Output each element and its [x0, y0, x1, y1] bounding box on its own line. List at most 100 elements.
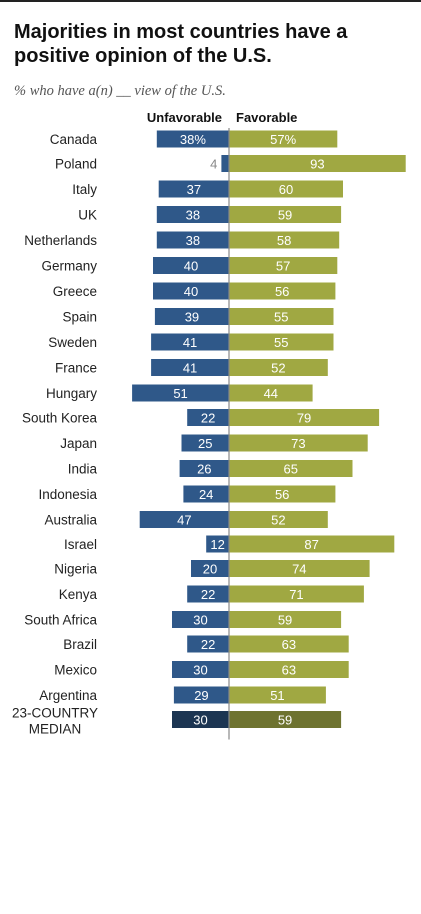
category-label: Sweden [48, 335, 97, 350]
value-label-unfavorable: 41 [183, 335, 197, 350]
bar-favorable [229, 359, 328, 376]
bar-favorable [229, 585, 364, 603]
category-label: South Korea [22, 411, 98, 426]
bar-row: France 41 52 [55, 359, 328, 376]
bar-unfavorable [156, 231, 229, 249]
category-label: South Africa [24, 613, 97, 628]
bar-unfavorable [179, 460, 229, 477]
bar-unfavorable [181, 434, 229, 452]
value-label-unfavorable: 22 [201, 411, 215, 426]
bar-unfavorable [206, 535, 229, 553]
category-label: Mexico [54, 663, 97, 678]
category-label: Hungary [46, 386, 97, 401]
bar-row: Poland 4 93 [55, 155, 406, 172]
bar-favorable [229, 130, 338, 148]
value-label-unfavorable: 24 [199, 487, 213, 502]
bar-unfavorable [153, 282, 229, 300]
value-label-favorable: 52 [271, 513, 285, 528]
value-label-favorable: 93 [310, 157, 324, 172]
bar-favorable [229, 434, 368, 452]
bar-favorable [229, 686, 326, 704]
category-label: Greece [53, 284, 97, 299]
value-label-unfavorable: 37 [187, 182, 201, 197]
bar-unfavorable [153, 257, 229, 274]
bar-favorable [229, 308, 334, 325]
bar-unfavorable [151, 359, 229, 376]
bar-unfavorable [158, 180, 229, 198]
bar-favorable [229, 257, 338, 274]
category-label: Netherlands [24, 233, 97, 248]
category-label: Japan [60, 436, 97, 451]
bar-unfavorable [187, 409, 229, 426]
bar-unfavorable [187, 585, 229, 603]
bar-unfavorable [191, 560, 229, 577]
bar-favorable [229, 231, 340, 249]
category-label: Argentina [39, 688, 97, 703]
bar-row: Spain 39 55 [62, 308, 334, 325]
value-label-unfavorable: 30 [193, 663, 207, 678]
category-label: Canada [50, 132, 98, 147]
bar-unfavorable [132, 384, 229, 402]
value-label-favorable: 63 [282, 663, 296, 678]
chart-subtitle: % who have a(n) __ view of the U.S. [14, 83, 226, 99]
category-label: UK [78, 208, 97, 223]
value-label-unfavorable: 30 [193, 613, 207, 628]
category-label: Germany [41, 259, 97, 274]
value-label-favorable: 58 [277, 233, 291, 248]
value-label-favorable: 79 [297, 411, 311, 426]
bar-favorable [229, 180, 343, 198]
chart-title: Majorities in most countries have a posi… [14, 21, 348, 67]
value-label-favorable: 51 [270, 688, 284, 703]
bar-unfavorable [187, 635, 229, 653]
category-label: Australia [44, 513, 97, 528]
bar-unfavorable [183, 485, 229, 503]
bar-row: 23-COUNTRY MEDIAN 30 59 [12, 706, 342, 737]
bar-row: Canada 38% 57% [50, 130, 338, 148]
bar-favorable [229, 409, 380, 426]
value-label-favorable: 59 [278, 208, 292, 223]
value-label-favorable: 56 [275, 284, 289, 299]
bar-unfavorable [156, 130, 229, 148]
value-label-favorable: 71 [289, 587, 303, 602]
bar-row: Argentina 29 51 [39, 686, 326, 704]
bar-row: Greece 40 56 [53, 282, 336, 300]
bar-favorable [229, 485, 336, 503]
bar-row: Indonesia 24 56 [38, 485, 336, 503]
bar-favorable [229, 333, 334, 351]
bar-unfavorable [172, 661, 229, 678]
bar-favorable [229, 460, 353, 477]
value-label-unfavorable: 40 [184, 259, 198, 274]
bar-unfavorable [172, 611, 229, 628]
bar-favorable [229, 155, 406, 172]
value-label-unfavorable: 29 [194, 688, 208, 703]
category-label: Kenya [59, 587, 98, 602]
value-label-unfavorable: 4 [210, 157, 217, 172]
bar-unfavorable [151, 333, 229, 351]
value-label-favorable: 55 [274, 310, 288, 325]
category-label: Nigeria [54, 562, 97, 577]
value-label-unfavorable: 22 [201, 587, 215, 602]
bar-row: Netherlands 38 58 [24, 231, 340, 249]
category-label: Spain [62, 310, 97, 325]
legend-unfavorable: Unfavorable [147, 110, 222, 125]
value-label-favorable: 87 [304, 537, 318, 552]
bar-row: Australia 47 52 [44, 511, 328, 528]
bar-row: Israel 12 87 [64, 535, 395, 553]
value-label-unfavorable: 30 [193, 713, 207, 728]
bar-row: Italy 37 60 [72, 180, 343, 198]
category-label: Poland [55, 157, 97, 172]
bar-row: Nigeria 20 74 [54, 560, 370, 577]
value-label-unfavorable: 12 [210, 537, 224, 552]
bar-row: UK 38 59 [78, 206, 342, 223]
bar-row: Mexico 30 63 [54, 661, 349, 678]
value-label-unfavorable: 51 [173, 386, 187, 401]
value-label-favorable: 65 [284, 462, 298, 477]
category-label: Israel [64, 537, 97, 552]
value-label-unfavorable: 38 [186, 233, 200, 248]
bar-unfavorable [173, 686, 229, 704]
bar-row: South Korea 22 79 [22, 409, 380, 426]
bar-unfavorable [221, 155, 229, 172]
value-label-unfavorable: 20 [203, 562, 217, 577]
value-label-favorable: 44 [264, 386, 278, 401]
